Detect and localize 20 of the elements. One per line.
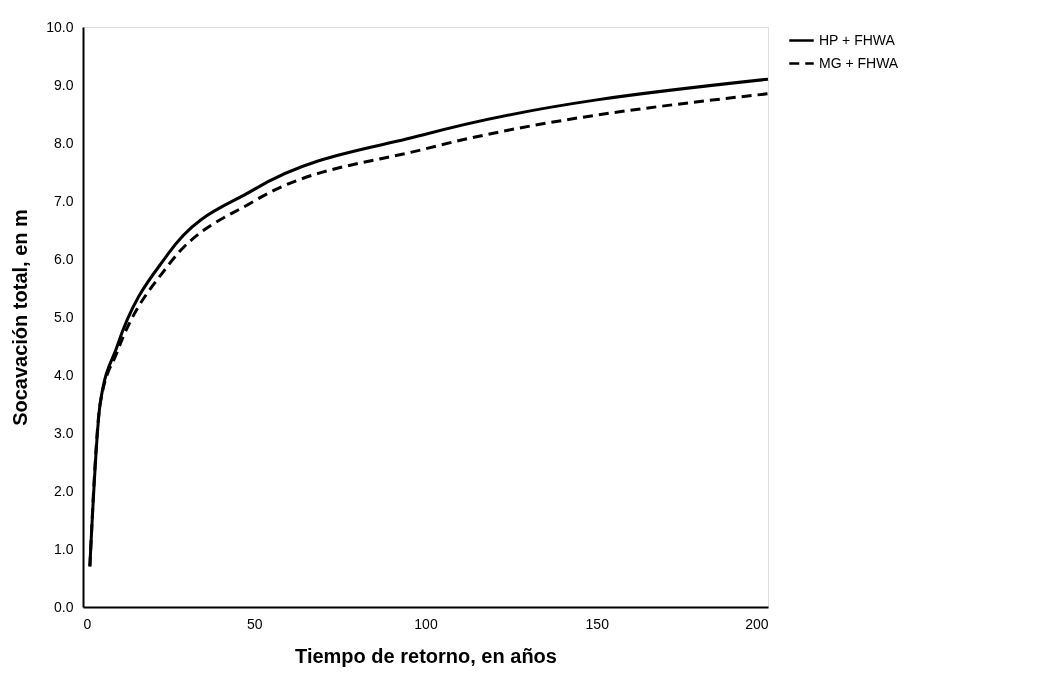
y-tick-label: 5.0	[54, 308, 74, 325]
y-axis-title: Socavación total, en m	[9, 209, 32, 426]
y-tick-label: 2.0	[54, 482, 74, 499]
x-axis-title: Tiempo de retorno, en años	[295, 644, 557, 667]
y-tick-label: 8.0	[54, 134, 74, 151]
y-tick-label: 3.0	[54, 424, 74, 441]
legend-label: HP + FHWA	[819, 31, 896, 48]
y-tick-label: 7.0	[54, 192, 74, 209]
x-tick-label: 50	[246, 615, 263, 632]
x-tick-label: 0	[83, 615, 92, 632]
x-tick-label: 200	[745, 615, 769, 632]
x-tick-label: 100	[414, 615, 438, 632]
y-tick-label: 0.0	[54, 598, 74, 615]
y-tick-label: 1.0	[54, 540, 74, 557]
x-tick-label: 150	[585, 615, 610, 632]
legend-label: MG + FHWA	[819, 54, 899, 71]
y-tick-label: 9.0	[54, 76, 74, 93]
y-tick-label: 6.0	[54, 250, 74, 267]
y-tick-label: 4.0	[54, 366, 74, 383]
y-tick-label: 10.0	[46, 18, 74, 35]
